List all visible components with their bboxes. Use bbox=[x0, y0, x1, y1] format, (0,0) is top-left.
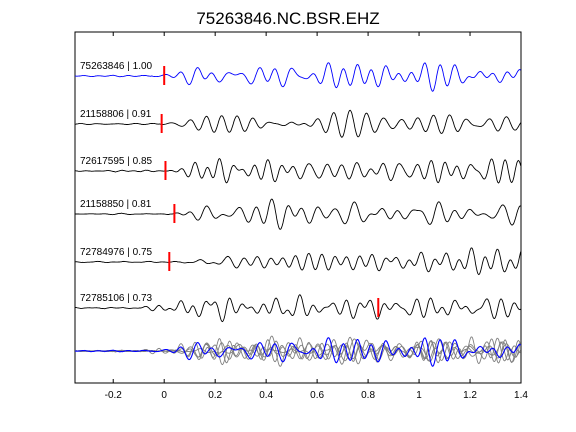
overlay-layer bbox=[74, 335, 522, 368]
x-tick-label: 0.8 bbox=[361, 390, 375, 401]
x-tick-label: 0.4 bbox=[259, 390, 273, 401]
chart-title: 75263846.NC.BSR.EHZ bbox=[196, 9, 379, 28]
x-tick-label: 1.2 bbox=[463, 390, 477, 401]
trace-line bbox=[74, 158, 522, 184]
trace-line bbox=[74, 247, 522, 276]
x-tick-label: 0.2 bbox=[208, 390, 222, 401]
x-axis: -0.2 0 0.2 0.4 0.6 0.8 1 1.2 1.4 bbox=[105, 32, 528, 401]
trace-label: 72784976 | 0.75 bbox=[80, 247, 153, 258]
x-tick-label: -0.2 bbox=[105, 390, 123, 401]
overlay-reference-line bbox=[75, 337, 522, 368]
x-tick-label: 1.4 bbox=[514, 390, 528, 401]
x-tick-label: 0.6 bbox=[310, 390, 324, 401]
labels-layer: 75263846 | 1.00 21158806 | 0.91 72617595 |… bbox=[80, 61, 153, 304]
overlay-trace-line bbox=[74, 336, 522, 365]
x-tick-label: 0 bbox=[161, 390, 167, 401]
trace-label: 72785106 | 0.73 bbox=[80, 293, 153, 304]
picks-layer bbox=[160, 66, 380, 317]
traces-layer bbox=[74, 62, 522, 323]
trace-label: 72617595 | 0.85 bbox=[80, 156, 153, 167]
trace-label: 21158806 | 0.91 bbox=[80, 109, 152, 120]
x-tick-label: 1 bbox=[416, 390, 422, 401]
trace-label: 75263846 | 1.00 bbox=[80, 61, 153, 72]
trace-line bbox=[75, 294, 521, 323]
trace-label: 21158850 | 0.81 bbox=[80, 199, 152, 210]
plot-frame bbox=[74, 31, 522, 384]
trace-line bbox=[75, 62, 521, 92]
trace-line bbox=[74, 109, 522, 138]
trace-line bbox=[74, 198, 521, 230]
